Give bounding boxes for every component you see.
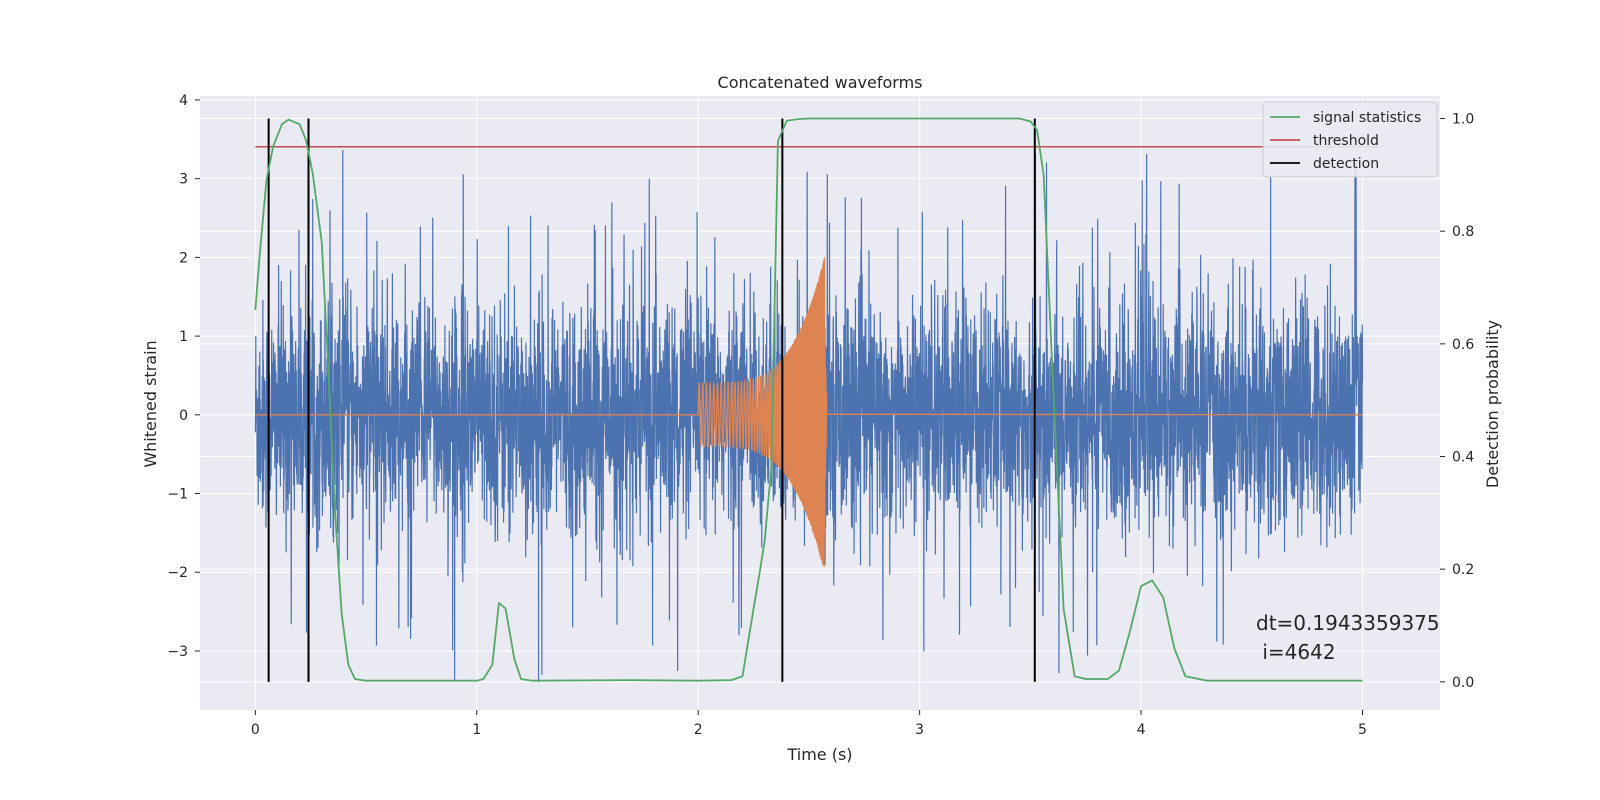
- chirp-series: [255, 257, 1363, 568]
- x-tick-label: 1: [472, 722, 481, 738]
- right-y-axis-label: Detection probability: [1483, 320, 1502, 488]
- legend-label-detection: detection: [1313, 156, 1379, 172]
- chirp-line: [255, 257, 1363, 568]
- chart-title: Concatenated waveforms: [718, 73, 923, 92]
- x-tick-label: 4: [1137, 722, 1146, 738]
- x-tick-label: 2: [694, 722, 703, 738]
- x-tick-label: 0: [251, 722, 260, 738]
- left-y-tick-label: 3: [179, 172, 188, 188]
- x-axis-label: Time (s): [786, 745, 852, 764]
- left-y-tick-label: 1: [179, 329, 188, 345]
- legend-label-threshold: threshold: [1313, 133, 1379, 149]
- left-y-tick-label: −3: [167, 644, 188, 660]
- right-y-tick-label: 0.4: [1452, 450, 1474, 466]
- left-y-tick-label: −2: [167, 565, 188, 581]
- right-y-tick-label: 0.0: [1452, 675, 1474, 691]
- annotation-dt: dt=0.1943359375: [1256, 611, 1440, 635]
- left-y-axis-ticks: 4 3 2 1 0 −1 −2 −3: [167, 93, 200, 660]
- right-y-tick-label: 0.6: [1452, 337, 1474, 353]
- right-y-axis-ticks: 1.0 0.8 0.6 0.4 0.2 0.0: [1440, 112, 1474, 691]
- left-y-axis-label: Whitened strain: [141, 340, 160, 467]
- signal-statistics-series: [254, 117, 1363, 682]
- x-axis-ticks: 0 1 2 3 4 5: [251, 710, 1367, 738]
- legend: signal statistics threshold detection: [1262, 101, 1438, 178]
- left-y-tick-label: 4: [179, 93, 188, 109]
- x-tick-label: 5: [1358, 722, 1367, 738]
- legend-box: [1262, 101, 1438, 178]
- legend-label-signal-statistics: signal statistics: [1313, 110, 1421, 126]
- right-y-tick-label: 1.0: [1452, 112, 1474, 128]
- detection-series: [267, 118, 1036, 682]
- annotation-index: i=4642: [1256, 640, 1336, 664]
- right-y-tick-label: 0.2: [1452, 562, 1474, 578]
- left-y-tick-label: −1: [167, 487, 188, 503]
- left-y-tick-label: 0: [179, 408, 188, 424]
- signal-statistics-line: [254, 117, 1363, 682]
- right-y-tick-label: 0.8: [1452, 224, 1474, 240]
- x-tick-label: 3: [915, 722, 924, 738]
- left-y-tick-label: 2: [179, 250, 188, 266]
